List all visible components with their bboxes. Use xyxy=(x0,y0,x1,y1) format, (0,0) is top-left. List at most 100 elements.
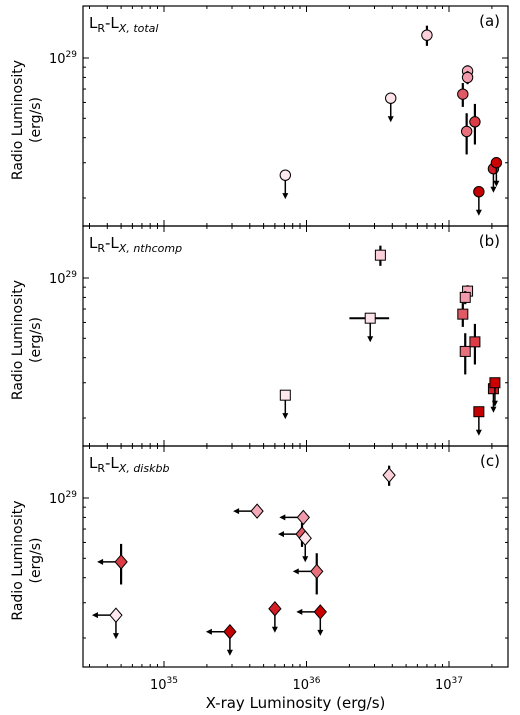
data-point-group xyxy=(385,92,397,123)
data-point-group xyxy=(205,623,237,656)
y-tick-label: 1029 xyxy=(49,50,77,67)
y-axis-unit: (erg/s) xyxy=(28,97,44,143)
diamond-data-point xyxy=(114,554,128,570)
y-axis-unit: (erg/s) xyxy=(28,538,44,584)
data-point-group xyxy=(469,323,481,365)
panel-title: LR-LX, nthcomp xyxy=(89,234,182,255)
y-axis-label: Radio Luminosity xyxy=(10,60,26,180)
upper-limit-arrow-head xyxy=(490,186,497,193)
diamond-data-point xyxy=(109,607,123,623)
x-limit-arrow-head xyxy=(278,531,285,538)
y-tick-base: 10 xyxy=(49,272,66,287)
panel-title: LR-LX, diskbb xyxy=(89,454,169,475)
y-tick-exponent: 29 xyxy=(66,50,78,60)
y-tick-label: 1029 xyxy=(49,490,77,507)
x-limit-arrow-head xyxy=(205,628,212,635)
upper-limit-arrow-head xyxy=(367,336,374,343)
diamond-data-point xyxy=(250,503,264,519)
upper-limit-arrow-head xyxy=(387,116,394,123)
x-limit-arrow-head xyxy=(97,558,104,565)
panel-label: (b) xyxy=(479,232,500,250)
x-limit-arrow-head xyxy=(279,514,286,521)
plot-frame xyxy=(82,445,509,668)
data-point-group xyxy=(421,25,433,46)
upper-limit-arrow-head xyxy=(490,406,497,413)
square-data-point xyxy=(473,406,485,418)
upper-limit-arrow-head xyxy=(302,556,309,563)
upper-limit-arrow-head xyxy=(226,649,233,656)
square-data-point xyxy=(279,389,291,401)
panel-b: 1029 Radio Luminosity (erg/s) LR-LX, nthcom… xyxy=(10,225,509,447)
circle-data-point xyxy=(385,92,397,104)
data-point-group xyxy=(457,303,469,327)
panel-c: 1029 Radio Luminosity (erg/s) LR-LX, diskbb… xyxy=(10,445,509,712)
diamond-data-point xyxy=(268,600,282,617)
upper-limit-arrow-head xyxy=(493,180,500,187)
data-point-group xyxy=(473,186,485,216)
data-point-group xyxy=(487,383,499,413)
circle-data-point xyxy=(490,157,503,169)
x-tick-label: 1037 xyxy=(435,676,463,693)
circle-data-point xyxy=(457,88,469,100)
data-point-group xyxy=(233,503,264,519)
data-point-group xyxy=(469,103,481,145)
panel-label: (a) xyxy=(479,12,500,30)
upper-limit-arrow-head xyxy=(282,413,289,420)
upper-limit-arrow-head xyxy=(271,626,278,633)
data-point-group xyxy=(91,607,123,640)
circle-data-point xyxy=(461,71,474,84)
upper-limit-arrow-head xyxy=(112,633,119,640)
panel-title: LR-LX, total xyxy=(89,14,158,35)
x-axis-label: X-ray Luminosity (erg/s) xyxy=(206,694,386,712)
data-point-group xyxy=(279,169,292,200)
data-point-group xyxy=(460,113,473,155)
y-axis-label: Radio Luminosity xyxy=(10,280,26,400)
data-point-group xyxy=(279,509,310,526)
data-point-group xyxy=(349,312,390,343)
diamond-data-point xyxy=(296,509,310,526)
y-tick-label: 1029 xyxy=(49,270,77,287)
square-data-point xyxy=(457,308,469,320)
x-limit-arrow-head xyxy=(292,568,299,575)
upper-limit-arrow-head xyxy=(282,193,289,200)
data-point-group xyxy=(97,543,128,585)
data-point-group xyxy=(459,333,471,375)
data-point-group xyxy=(382,465,396,486)
diamond-data-point xyxy=(298,530,312,546)
data-point-group xyxy=(298,530,312,563)
data-point-group xyxy=(279,389,291,420)
circle-data-point xyxy=(473,186,485,198)
data-point-group xyxy=(374,245,386,266)
upper-limit-arrow-head xyxy=(475,209,482,216)
x-limit-arrow-head xyxy=(233,508,240,515)
data-point-group xyxy=(459,291,471,305)
y-tick-base: 10 xyxy=(49,492,66,507)
circle-data-point xyxy=(469,116,481,128)
plot-frame xyxy=(82,225,509,447)
x-tick-label: 1035 xyxy=(150,676,178,693)
data-point-group xyxy=(457,83,469,107)
y-axis-label: Radio Luminosity xyxy=(10,500,26,620)
data-point-group xyxy=(296,604,327,636)
panel-label: (c) xyxy=(480,452,500,470)
panel-a: 1029 Radio Luminosity (erg/s) LR-LX, total (… xyxy=(10,5,509,227)
y-axis-unit: (erg/s) xyxy=(28,317,44,363)
square-data-point xyxy=(489,377,501,389)
y-tick-exponent: 29 xyxy=(66,270,78,280)
circle-data-point xyxy=(421,29,433,41)
circle-data-point xyxy=(279,169,292,181)
square-data-point xyxy=(459,291,471,303)
square-data-point xyxy=(469,336,481,348)
data-point-group xyxy=(292,553,324,595)
data-point-group xyxy=(461,71,474,85)
upper-limit-arrow-head xyxy=(491,400,498,407)
y-tick-exponent: 29 xyxy=(66,490,78,500)
data-point-group xyxy=(268,600,282,633)
x-limit-arrow-head xyxy=(296,608,303,615)
upper-limit-arrow-head xyxy=(475,429,482,436)
diamond-data-point xyxy=(310,563,324,580)
data-point-group xyxy=(489,377,501,407)
plot-frame xyxy=(82,5,509,227)
diamond-data-point xyxy=(382,467,396,483)
